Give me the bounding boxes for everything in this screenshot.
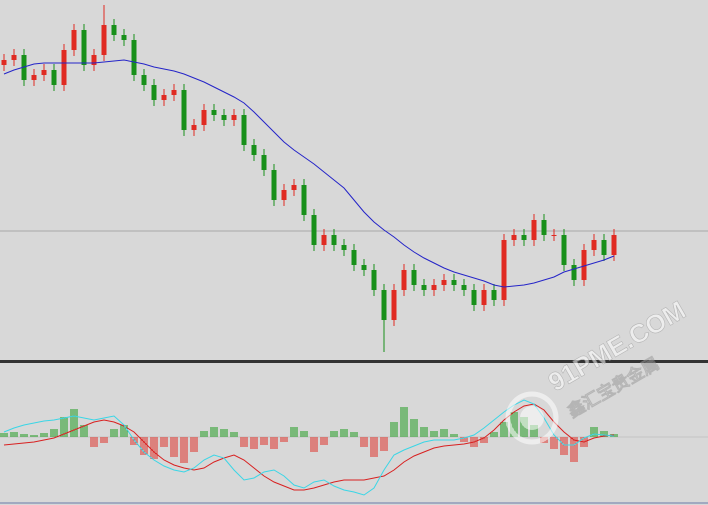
candle-body <box>461 285 467 290</box>
watermark-logo <box>505 391 559 445</box>
candle-body <box>481 290 487 305</box>
watermark-logo-core <box>520 406 544 430</box>
candle-body <box>421 285 427 290</box>
candle-body <box>341 245 347 250</box>
candle-body <box>141 75 147 85</box>
candle-body <box>11 55 17 60</box>
candle-body <box>561 235 567 265</box>
candle-body <box>191 125 197 130</box>
candle-body <box>161 95 167 100</box>
macd-line <box>3 403 615 491</box>
candle-body <box>431 285 437 290</box>
candle-body <box>71 30 77 50</box>
candle-body <box>601 240 607 255</box>
candle-body <box>441 280 447 285</box>
candle-body <box>271 170 277 200</box>
candle-body <box>541 220 547 235</box>
candle-body <box>361 265 367 270</box>
candle-body <box>101 25 107 55</box>
moving-average <box>3 59 615 288</box>
candle-body <box>491 290 497 300</box>
candle-body <box>391 290 397 320</box>
candle-body <box>581 250 587 280</box>
candle-body <box>501 240 507 300</box>
candle-body <box>131 40 137 75</box>
candle-body <box>331 235 337 245</box>
candle-body <box>121 35 127 40</box>
candle-body <box>321 235 327 245</box>
candle-body <box>231 115 237 120</box>
candle-body <box>251 145 257 155</box>
candle-body <box>411 270 417 285</box>
candle-body <box>521 235 527 240</box>
candle-body <box>171 90 177 95</box>
candle-body <box>381 290 387 320</box>
candle-body <box>571 265 577 280</box>
candle-body <box>451 280 457 285</box>
candle-body <box>201 110 207 125</box>
candle-body <box>281 190 287 200</box>
candle-body <box>1 60 7 65</box>
candle-body <box>351 250 357 265</box>
candle-body <box>291 185 297 190</box>
candle-body <box>311 215 317 245</box>
candle-body <box>261 155 267 170</box>
candle-body <box>151 85 157 100</box>
candle-body <box>241 115 247 145</box>
candle-body <box>301 185 307 215</box>
candle-body <box>31 75 37 80</box>
candle-body <box>401 270 407 290</box>
candle-body <box>591 240 597 250</box>
candle-body <box>511 235 517 240</box>
candle-body <box>61 50 67 85</box>
candle-body <box>221 115 227 120</box>
candle-body <box>611 235 617 255</box>
candle-body <box>551 235 557 236</box>
candle-body <box>531 220 537 240</box>
candle-body <box>51 70 57 85</box>
candle-body <box>211 110 217 115</box>
candle-body <box>181 90 187 130</box>
candle-body <box>41 70 47 75</box>
candle-body <box>81 30 87 65</box>
candle-body <box>111 25 117 35</box>
candle-body <box>91 55 97 65</box>
candle-body <box>471 290 477 305</box>
candle-body <box>371 270 377 290</box>
